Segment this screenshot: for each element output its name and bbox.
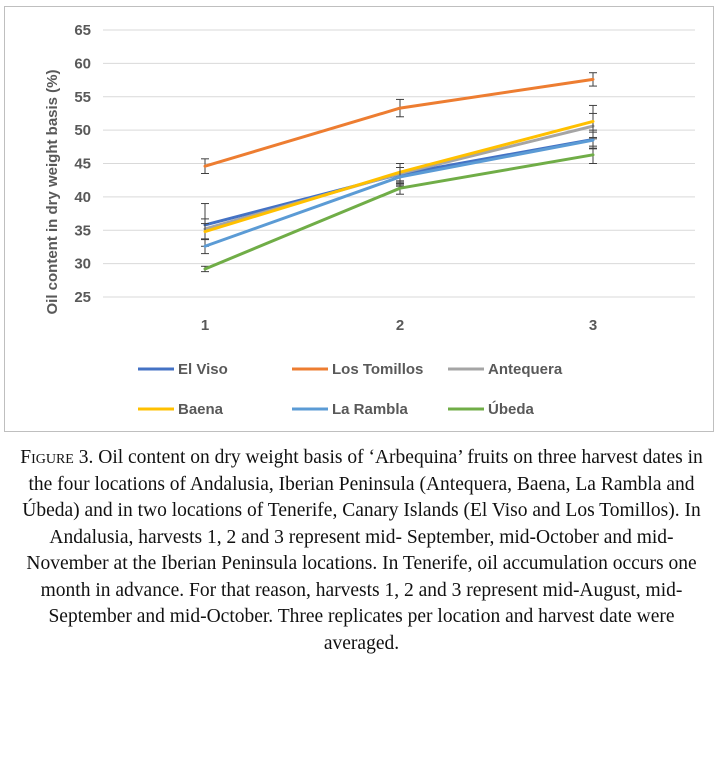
- y-axis-ticks: 25 30 35 40 45 50 55 60 65: [74, 22, 91, 306]
- legend-item: La Rambla: [292, 401, 409, 418]
- series-group: [201, 145, 597, 273]
- legend-item: Baena: [138, 401, 224, 418]
- y-tick-label: 60: [74, 55, 91, 72]
- caption-label: Figure: [20, 447, 74, 468]
- legend-label: Baena: [178, 401, 224, 418]
- chart-frame: 25 30 35 40 45 50 55 60 65 1 2 3 Oil content in dr…: [4, 6, 714, 432]
- legend-item: Los Tomillos: [292, 361, 423, 378]
- x-axis-ticks: 1 2 3: [201, 317, 597, 334]
- legend-label: Antequera: [488, 361, 563, 378]
- caption-number: 3.: [73, 447, 94, 468]
- y-tick-label: 45: [74, 156, 91, 173]
- y-tick-label: 50: [74, 122, 91, 139]
- legend-label: La Rambla: [332, 401, 409, 418]
- y-tick-label: 25: [74, 289, 91, 306]
- x-tick-label: 3: [589, 317, 597, 334]
- y-tick-label: 55: [74, 89, 91, 106]
- legend-label: Los Tomillos: [332, 361, 423, 378]
- y-tick-label: 40: [74, 189, 91, 206]
- series-lines: [201, 72, 597, 273]
- series-line: [203, 77, 595, 168]
- y-tick-label: 30: [74, 256, 91, 273]
- y-axis-label: Oil content in dry weight basis (%): [44, 69, 61, 314]
- figure-caption: Figure 3. Oil content on dry weight basi…: [10, 445, 713, 657]
- series-group: [201, 131, 597, 255]
- series-line: [203, 138, 595, 248]
- x-tick-label: 1: [201, 317, 209, 334]
- series-group: [201, 104, 597, 241]
- oil-content-line-chart: 25 30 35 40 45 50 55 60 65 1 2 3 Oil content in dr…: [44, 22, 695, 418]
- y-tick-label: 65: [74, 22, 91, 39]
- legend-item: El Viso: [138, 361, 228, 378]
- series-line: [203, 153, 595, 271]
- x-tick-label: 2: [396, 317, 404, 334]
- caption-text: Oil content on dry weight basis of ‘Arbe…: [22, 447, 703, 654]
- legend-label: El Viso: [178, 361, 228, 378]
- legend-item: Úbeda: [448, 400, 535, 418]
- legend-item: Antequera: [448, 361, 563, 378]
- legend: El Viso Los Tomillos Antequera Baena La Ramb…: [138, 361, 563, 418]
- y-tick-label: 35: [74, 222, 91, 239]
- series-group: [201, 72, 597, 175]
- legend-label: Úbeda: [488, 400, 535, 418]
